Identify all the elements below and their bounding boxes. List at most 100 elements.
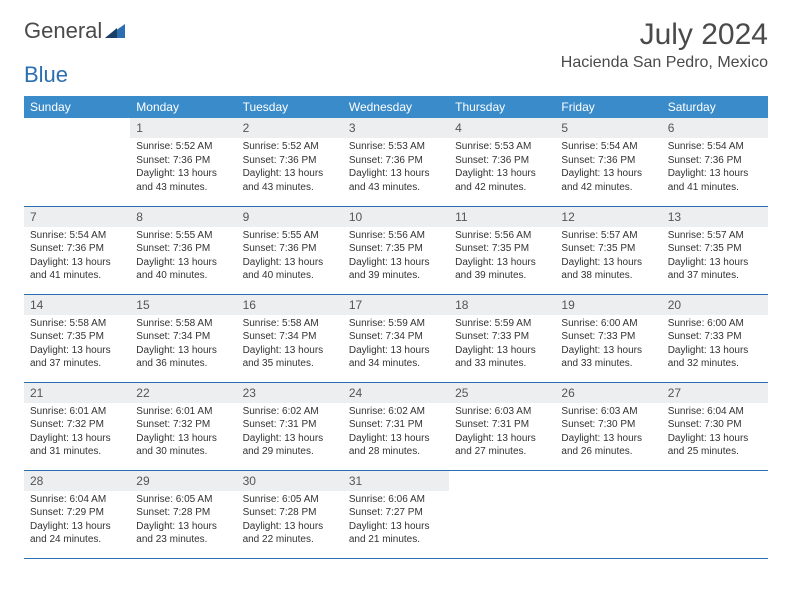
day-cell: 9Sunrise: 5:55 AMSunset: 7:36 PMDaylight… <box>237 206 343 294</box>
day-cell: 2Sunrise: 5:52 AMSunset: 7:36 PMDaylight… <box>237 118 343 206</box>
month-title: July 2024 <box>561 18 768 52</box>
day-body: Sunrise: 5:53 AMSunset: 7:36 PMDaylight:… <box>449 138 555 198</box>
day-cell: 10Sunrise: 5:56 AMSunset: 7:35 PMDayligh… <box>343 206 449 294</box>
empty-cell <box>24 118 130 206</box>
weekday-header: Sunday <box>24 96 130 118</box>
day-body: Sunrise: 5:56 AMSunset: 7:35 PMDaylight:… <box>343 227 449 287</box>
weekday-header: Saturday <box>662 96 768 118</box>
day-body: Sunrise: 5:56 AMSunset: 7:35 PMDaylight:… <box>449 227 555 287</box>
sunset-line: Sunset: 7:34 PM <box>136 330 230 344</box>
daylight-line: Daylight: 13 hours and 33 minutes. <box>455 344 549 371</box>
weekday-header: Friday <box>555 96 661 118</box>
day-body: Sunrise: 6:05 AMSunset: 7:28 PMDaylight:… <box>237 491 343 551</box>
sunset-line: Sunset: 7:35 PM <box>561 242 655 256</box>
day-body: Sunrise: 6:04 AMSunset: 7:30 PMDaylight:… <box>662 403 768 463</box>
day-body: Sunrise: 5:52 AMSunset: 7:36 PMDaylight:… <box>237 138 343 198</box>
day-number: 30 <box>237 471 343 491</box>
sunrise-line: Sunrise: 5:58 AM <box>136 317 230 331</box>
sunset-line: Sunset: 7:36 PM <box>243 242 337 256</box>
daylight-line: Daylight: 13 hours and 28 minutes. <box>349 432 443 459</box>
day-number: 11 <box>449 207 555 227</box>
sunrise-line: Sunrise: 5:55 AM <box>243 229 337 243</box>
daylight-line: Daylight: 13 hours and 36 minutes. <box>136 344 230 371</box>
day-number: 17 <box>343 295 449 315</box>
day-body: Sunrise: 5:54 AMSunset: 7:36 PMDaylight:… <box>555 138 661 198</box>
sunrise-line: Sunrise: 5:54 AM <box>30 229 124 243</box>
sunrise-line: Sunrise: 6:02 AM <box>349 405 443 419</box>
day-number: 3 <box>343 118 449 138</box>
day-number: 9 <box>237 207 343 227</box>
sunset-line: Sunset: 7:30 PM <box>668 418 762 432</box>
day-cell: 13Sunrise: 5:57 AMSunset: 7:35 PMDayligh… <box>662 206 768 294</box>
daylight-line: Daylight: 13 hours and 30 minutes. <box>136 432 230 459</box>
daylight-line: Daylight: 13 hours and 23 minutes. <box>136 520 230 547</box>
day-cell: 5Sunrise: 5:54 AMSunset: 7:36 PMDaylight… <box>555 118 661 206</box>
sunrise-line: Sunrise: 5:59 AM <box>455 317 549 331</box>
day-number: 1 <box>130 118 236 138</box>
sunset-line: Sunset: 7:33 PM <box>455 330 549 344</box>
brand-part2: Blue <box>24 62 68 88</box>
sunrise-line: Sunrise: 6:00 AM <box>668 317 762 331</box>
day-cell: 29Sunrise: 6:05 AMSunset: 7:28 PMDayligh… <box>130 470 236 558</box>
sunset-line: Sunset: 7:35 PM <box>668 242 762 256</box>
sunset-line: Sunset: 7:32 PM <box>136 418 230 432</box>
sunrise-line: Sunrise: 5:55 AM <box>136 229 230 243</box>
sunrise-line: Sunrise: 5:57 AM <box>561 229 655 243</box>
day-cell: 16Sunrise: 5:58 AMSunset: 7:34 PMDayligh… <box>237 294 343 382</box>
day-body: Sunrise: 6:02 AMSunset: 7:31 PMDaylight:… <box>237 403 343 463</box>
empty-cell <box>555 470 661 558</box>
day-body: Sunrise: 6:00 AMSunset: 7:33 PMDaylight:… <box>662 315 768 375</box>
sunrise-line: Sunrise: 5:52 AM <box>136 140 230 154</box>
sunset-line: Sunset: 7:35 PM <box>349 242 443 256</box>
daylight-line: Daylight: 13 hours and 35 minutes. <box>243 344 337 371</box>
sunrise-line: Sunrise: 5:54 AM <box>668 140 762 154</box>
brand-triangle-icon <box>105 18 125 44</box>
sunset-line: Sunset: 7:36 PM <box>30 242 124 256</box>
day-cell: 20Sunrise: 6:00 AMSunset: 7:33 PMDayligh… <box>662 294 768 382</box>
daylight-line: Daylight: 13 hours and 39 minutes. <box>349 256 443 283</box>
day-number: 5 <box>555 118 661 138</box>
day-cell: 15Sunrise: 5:58 AMSunset: 7:34 PMDayligh… <box>130 294 236 382</box>
sunset-line: Sunset: 7:36 PM <box>668 154 762 168</box>
sunset-line: Sunset: 7:28 PM <box>243 506 337 520</box>
day-number: 13 <box>662 207 768 227</box>
day-body: Sunrise: 6:03 AMSunset: 7:31 PMDaylight:… <box>449 403 555 463</box>
sunrise-line: Sunrise: 6:01 AM <box>30 405 124 419</box>
sunset-line: Sunset: 7:36 PM <box>349 154 443 168</box>
day-body: Sunrise: 6:04 AMSunset: 7:29 PMDaylight:… <box>24 491 130 551</box>
daylight-line: Daylight: 13 hours and 31 minutes. <box>30 432 124 459</box>
sunrise-line: Sunrise: 5:56 AM <box>455 229 549 243</box>
sunrise-line: Sunrise: 5:53 AM <box>455 140 549 154</box>
day-body: Sunrise: 6:06 AMSunset: 7:27 PMDaylight:… <box>343 491 449 551</box>
sunrise-line: Sunrise: 6:02 AM <box>243 405 337 419</box>
day-cell: 26Sunrise: 6:03 AMSunset: 7:30 PMDayligh… <box>555 382 661 470</box>
day-body: Sunrise: 6:02 AMSunset: 7:31 PMDaylight:… <box>343 403 449 463</box>
day-cell: 8Sunrise: 5:55 AMSunset: 7:36 PMDaylight… <box>130 206 236 294</box>
day-cell: 30Sunrise: 6:05 AMSunset: 7:28 PMDayligh… <box>237 470 343 558</box>
day-number: 22 <box>130 383 236 403</box>
daylight-line: Daylight: 13 hours and 39 minutes. <box>455 256 549 283</box>
title-block: July 2024 Hacienda San Pedro, Mexico <box>561 18 768 72</box>
calendar-table: SundayMondayTuesdayWednesdayThursdayFrid… <box>24 96 768 559</box>
day-cell: 19Sunrise: 6:00 AMSunset: 7:33 PMDayligh… <box>555 294 661 382</box>
day-number: 21 <box>24 383 130 403</box>
day-number: 10 <box>343 207 449 227</box>
sunrise-line: Sunrise: 5:54 AM <box>561 140 655 154</box>
day-number: 12 <box>555 207 661 227</box>
day-number: 28 <box>24 471 130 491</box>
day-number: 24 <box>343 383 449 403</box>
weekday-header: Wednesday <box>343 96 449 118</box>
sunrise-line: Sunrise: 5:58 AM <box>30 317 124 331</box>
day-body: Sunrise: 5:57 AMSunset: 7:35 PMDaylight:… <box>555 227 661 287</box>
day-number: 25 <box>449 383 555 403</box>
day-body: Sunrise: 5:55 AMSunset: 7:36 PMDaylight:… <box>237 227 343 287</box>
day-cell: 24Sunrise: 6:02 AMSunset: 7:31 PMDayligh… <box>343 382 449 470</box>
daylight-line: Daylight: 13 hours and 40 minutes. <box>136 256 230 283</box>
sunrise-line: Sunrise: 6:06 AM <box>349 493 443 507</box>
calendar-body: 1Sunrise: 5:52 AMSunset: 7:36 PMDaylight… <box>24 118 768 558</box>
sunrise-line: Sunrise: 6:01 AM <box>136 405 230 419</box>
day-cell: 21 Sunrise: 6:01 AMSunset: 7:32 PMDayligh… <box>24 382 130 470</box>
day-body: Sunrise: 5:54 AMSunset: 7:36 PMDaylight:… <box>662 138 768 198</box>
sunset-line: Sunset: 7:32 PM <box>30 418 124 432</box>
day-body: Sunrise: 5:59 AMSunset: 7:34 PMDaylight:… <box>343 315 449 375</box>
